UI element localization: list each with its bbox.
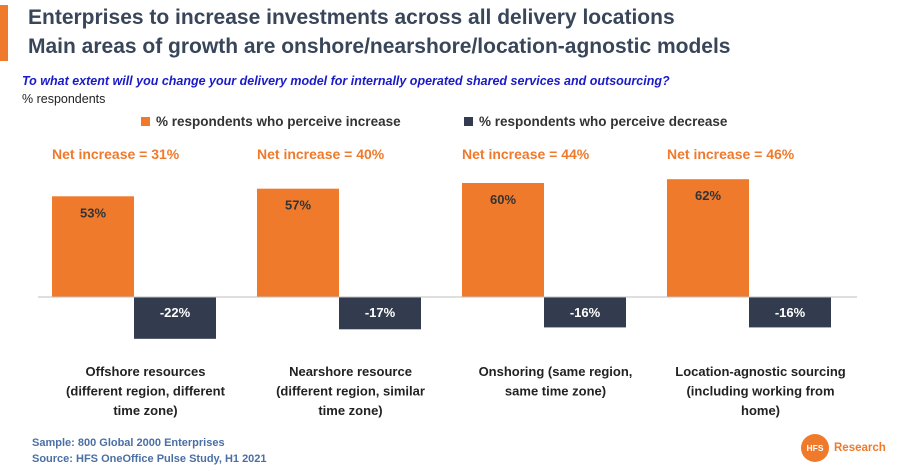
net-increase-label: Net increase = 44% <box>462 146 590 162</box>
category-label: Onshoring (same region, same time zone) <box>479 364 633 399</box>
category-label-line: (different region, similar <box>276 384 425 399</box>
bar-increase <box>462 183 544 297</box>
category-label: Location-agnostic sourcing (including wor… <box>675 364 846 418</box>
data-label-decrease: -16% <box>570 305 601 320</box>
net-increase-label: Net increase = 40% <box>257 146 385 162</box>
data-label-increase: 62% <box>695 188 721 203</box>
bar-increase <box>667 179 749 297</box>
category-label: Offshore resources (different region, dif… <box>66 364 226 418</box>
logo-mark: HFS <box>801 434 829 462</box>
bar-increase <box>257 188 339 297</box>
footer-source: Source: HFS OneOffice Pulse Study, H1 20… <box>32 453 267 465</box>
legend-label-increase: % respondents who perceive increase <box>156 114 401 129</box>
net-increase-label: Net increase = 46% <box>667 146 795 162</box>
data-label-increase: 57% <box>285 198 311 213</box>
legend-item-increase: % respondents who perceive increase <box>141 114 401 129</box>
category-label-line: Nearshore resource <box>289 364 412 379</box>
bar-decrease <box>749 297 831 328</box>
data-label-decrease: -17% <box>365 305 396 320</box>
data-label-increase: 53% <box>80 205 106 220</box>
title-accent-bar <box>0 5 8 61</box>
unit-label: % respondents <box>22 92 106 106</box>
data-label-increase: 60% <box>490 192 516 207</box>
category-label-line: Location-agnostic sourcing <box>675 364 846 379</box>
data-label-decrease: -22% <box>160 305 191 320</box>
legend-item-decrease: % respondents who perceive decrease <box>464 114 727 129</box>
category-label-line: time zone) <box>318 403 382 418</box>
data-label-decrease: -16% <box>775 305 806 320</box>
bar-increase <box>52 196 134 297</box>
logo-text: Research <box>834 442 886 454</box>
category-label-line: Onshoring (same region, <box>479 364 633 379</box>
category-label-line: (including working from <box>686 384 834 399</box>
category-label-line: time zone) <box>113 403 177 418</box>
bar-decrease <box>339 297 421 330</box>
category-label: Nearshore resource (different region, sim… <box>276 364 425 418</box>
legend-label-decrease: % respondents who perceive decrease <box>479 114 728 129</box>
category-label-line: Offshore resources <box>86 364 206 379</box>
chart-title-line-2: Main areas of growth are onshore/nearsho… <box>28 35 731 58</box>
category-label-line: home) <box>741 403 780 418</box>
bar-decrease <box>544 297 626 328</box>
hfs-research-logo: HFS Research <box>801 434 886 462</box>
survey-question: To what extent will you change your deli… <box>22 74 670 88</box>
net-increase-label: Net increase = 31% <box>52 146 180 162</box>
category-label-line: (different region, different <box>66 384 226 399</box>
footer-sample: Sample: 800 Global 2000 Enterprises <box>32 437 225 449</box>
chart-title-line-1: Enterprises to increase investments acro… <box>28 6 675 29</box>
legend-swatch-increase <box>141 117 150 126</box>
bar-decrease <box>134 297 216 339</box>
legend-swatch-decrease <box>464 117 473 126</box>
category-label-line: same time zone) <box>505 384 606 399</box>
